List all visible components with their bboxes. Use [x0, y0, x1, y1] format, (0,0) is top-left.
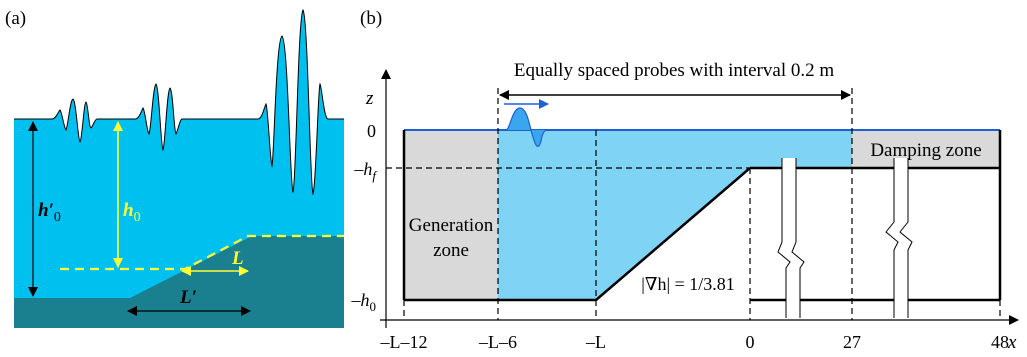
level-zero-label: 0 [367, 121, 376, 141]
probes-label: Equally spaced probes with interval 0.2 … [514, 60, 835, 81]
water-surface [14, 9, 344, 196]
panel-a: (a) h′0 h0 L L′ [5, 8, 344, 328]
x-tick-4: 27 [843, 332, 861, 352]
generation-zone [404, 130, 498, 300]
seabed [14, 236, 344, 328]
slope-label: |∇h| = 1/3.81 [641, 274, 734, 294]
generation-zone-label-line1: Generation [409, 215, 494, 236]
h0-prime-label: h′0 [38, 200, 61, 225]
panel-a-label: (a) [5, 8, 26, 29]
x-tick-3: 0 [746, 332, 755, 352]
panel-b: (b) z x Equally spaced probes with i [351, 8, 1019, 353]
slope-line [595, 167, 751, 301]
generation-zone-label-line2: zone [433, 240, 469, 261]
x-tick-5: 48 [991, 332, 1009, 352]
wave-packet [505, 107, 551, 147]
break-symbol-right [885, 158, 913, 318]
x-tick-0: –L–12 [380, 332, 428, 352]
x-axis-label: x [1007, 332, 1017, 353]
level-hf-label: –hf [353, 159, 378, 183]
panel-b-label: (b) [360, 8, 382, 29]
break-symbol-left [777, 158, 805, 318]
guide-dashed [60, 234, 344, 271]
x-tick-2: –L [585, 332, 606, 352]
level-h0-label: –h0 [351, 290, 377, 314]
damping-zone [852, 130, 1000, 168]
L-prime-label: L′ [179, 287, 197, 308]
L-label: L [231, 248, 244, 269]
z-axis-label: z [365, 88, 374, 109]
h0-label: h0 [123, 200, 141, 225]
x-tick-1: –L–6 [478, 332, 517, 352]
water-region [498, 130, 852, 300]
damping-zone-label: Damping zone [870, 140, 981, 161]
